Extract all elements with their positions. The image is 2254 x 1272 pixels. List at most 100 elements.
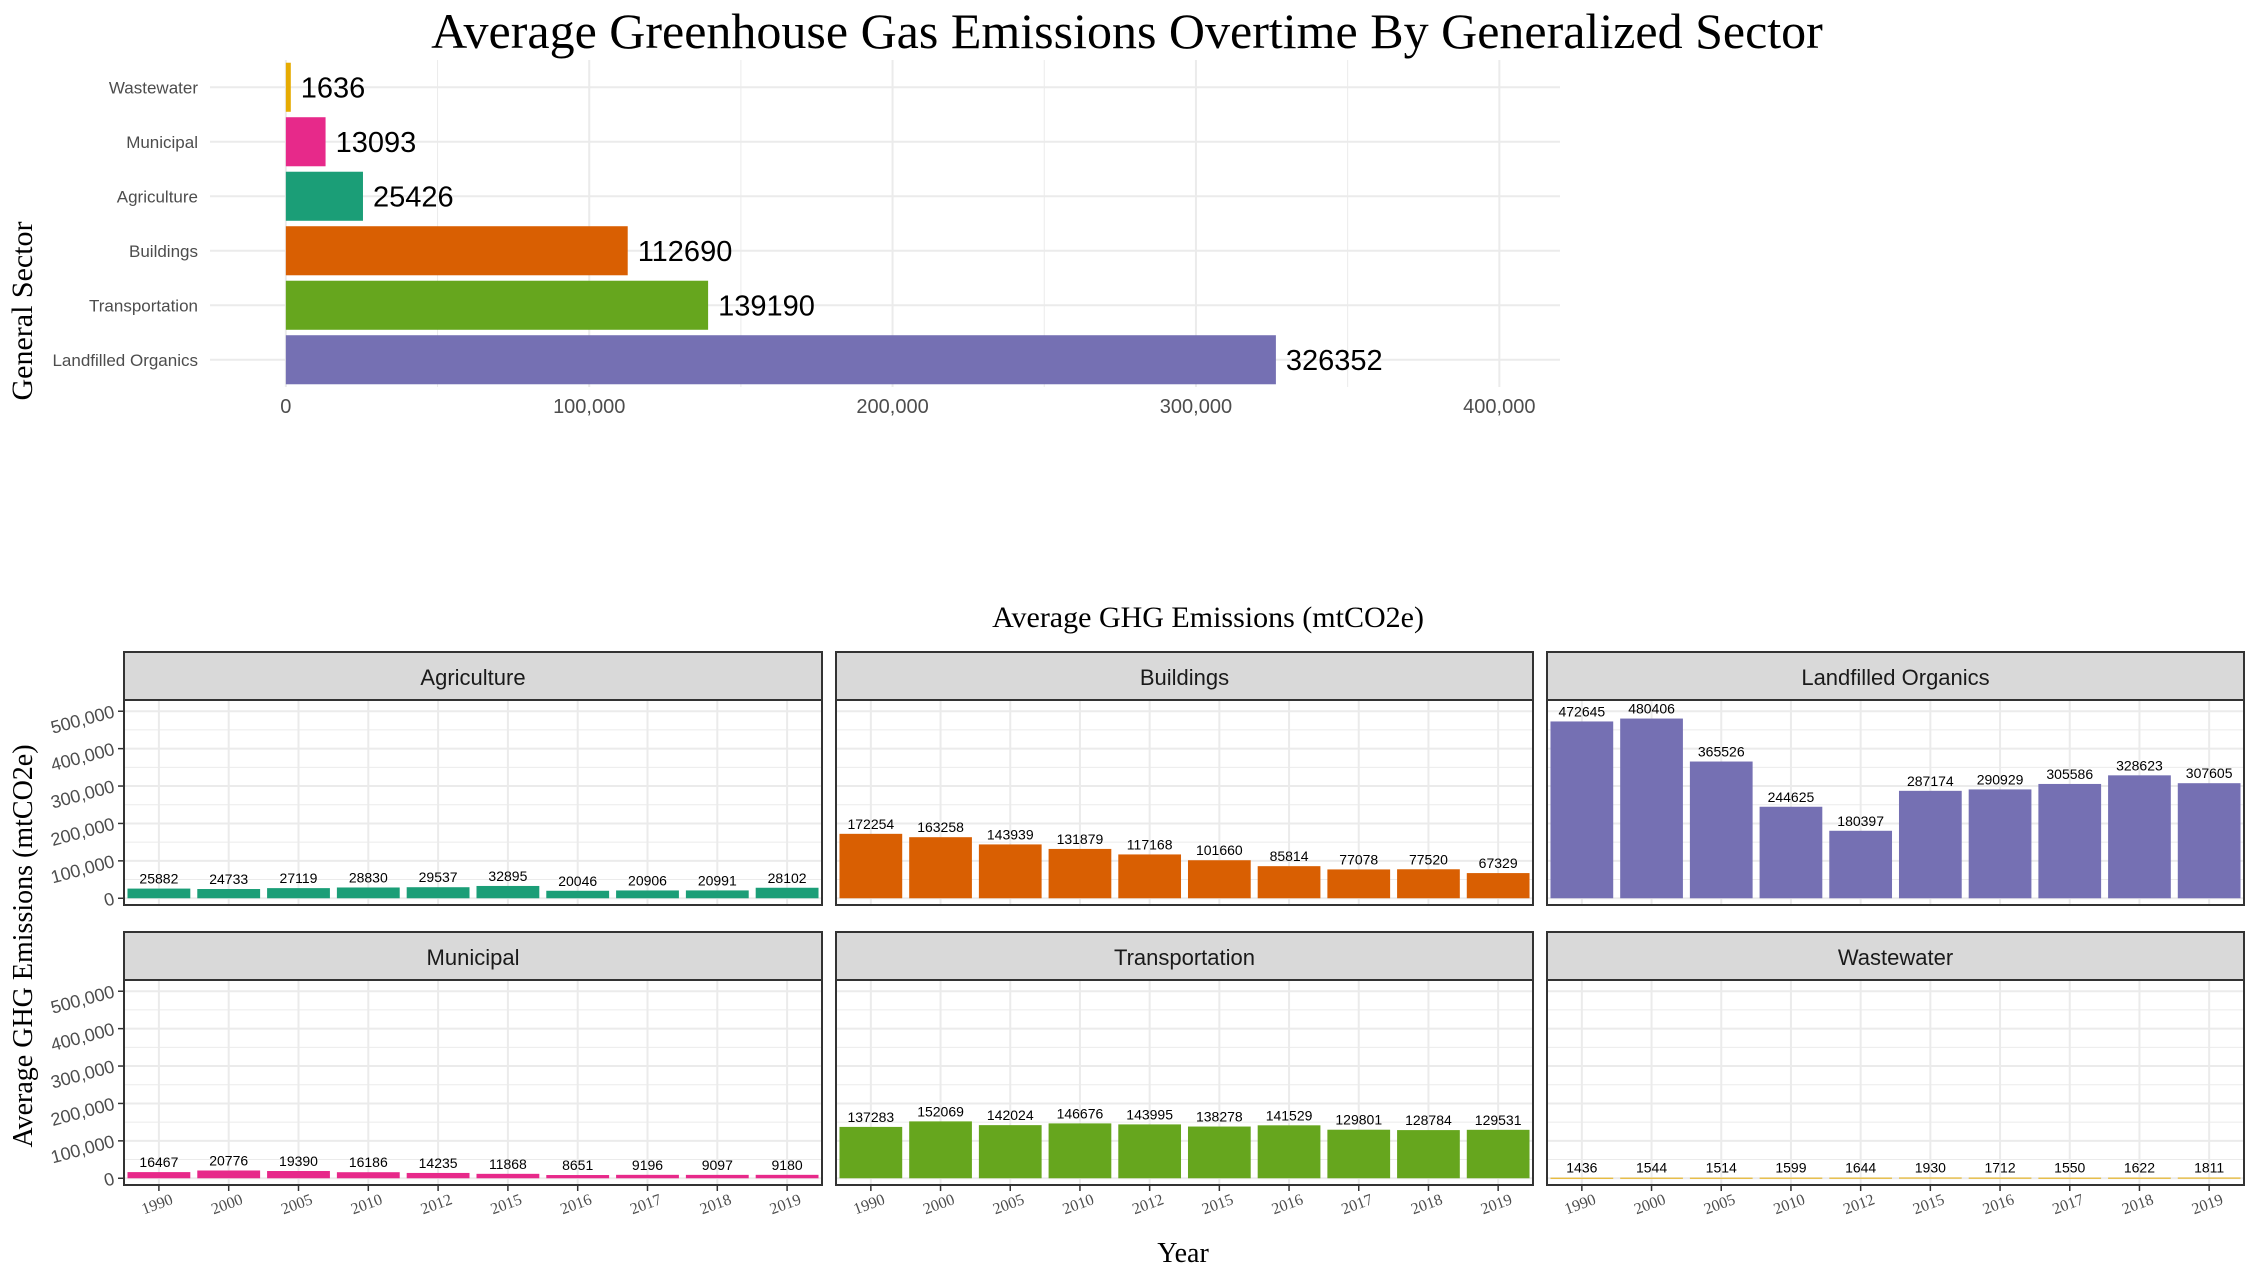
facet-panel-border <box>1546 979 2245 1186</box>
bar-wastewater <box>285 62 291 112</box>
data-label: 1544 <box>1636 1160 1667 1176</box>
bar-landfilled-organics <box>285 335 1276 385</box>
bar-municipal-2019 <box>755 1174 819 1179</box>
facet-panel-border <box>835 979 1534 1186</box>
facet-panel-border <box>1546 699 2245 906</box>
x-tick-label: 2012 <box>419 1191 455 1218</box>
bar-municipal-2017 <box>616 1174 679 1179</box>
data-label-agriculture: 25426 <box>373 181 454 213</box>
bar-transportation-2010 <box>1048 1123 1112 1179</box>
data-label: 28830 <box>349 869 388 885</box>
bar-agriculture-2017 <box>616 890 679 899</box>
data-label: 20906 <box>628 872 667 888</box>
data-label: 128784 <box>1405 1112 1452 1128</box>
x-tick-label: 2000 <box>1632 1191 1668 1218</box>
x-tick-label: 2016 <box>558 1191 594 1218</box>
x-tick-label: 2015 <box>1200 1191 1236 1218</box>
y-tick-label: Transportation <box>89 296 198 315</box>
x-tick-label: 2010 <box>1771 1191 1807 1218</box>
bar-buildings-2005 <box>978 844 1042 899</box>
facet-transportation: Transportation 137283 152069 142024 146676 14… <box>835 931 1534 1218</box>
facet-x-axis-title: Year <box>1157 1238 1209 1269</box>
bar-wastewater-2018 <box>2108 1177 2171 1179</box>
bar-agriculture-2018 <box>685 890 749 899</box>
data-label: 27119 <box>280 870 318 886</box>
y-tick-label: Wastewater <box>109 78 198 97</box>
y-tick-label: Landfilled Organics <box>52 351 198 370</box>
bar-landfilled-organics-2018 <box>2108 775 2171 899</box>
bar-wastewater-2012 <box>1829 1177 1893 1179</box>
facet-panel-border <box>123 699 823 906</box>
bar-agriculture-2019 <box>755 887 819 899</box>
data-label: 20991 <box>698 872 737 888</box>
data-label: 101660 <box>1196 842 1243 858</box>
y-tick-label: 400,000 <box>49 1019 117 1055</box>
bar-municipal-2016 <box>546 1175 610 1179</box>
bar-transportation-2019 <box>1466 1129 1530 1179</box>
facet-strip-label: Agriculture <box>420 665 525 690</box>
facet-strip-label: Landfilled Organics <box>1801 665 1989 690</box>
x-tick-label: 2019 <box>1479 1191 1515 1218</box>
data-label: 141529 <box>1266 1107 1313 1123</box>
x-tick-label: 2016 <box>1270 1191 1306 1218</box>
bar-landfilled-organics-2012 <box>1829 830 1893 899</box>
facet-buildings: Buildings 172254 163258 143939 131879 117168 1… <box>835 651 1534 906</box>
data-label: 472645 <box>1558 703 1605 719</box>
x-tick-label: 2019 <box>2190 1191 2226 1218</box>
bar-transportation-2016 <box>1257 1125 1321 1179</box>
bar-buildings-2000 <box>909 837 972 899</box>
facet-strip <box>123 931 823 981</box>
bar-wastewater-2010 <box>1759 1177 1823 1179</box>
chart-title: Average Greenhouse Gas Emissions Overtim… <box>431 3 1823 59</box>
y-tick-label: 100,000 <box>49 1131 117 1167</box>
x-tick-label: 2018 <box>2120 1191 2156 1218</box>
data-label: 287174 <box>1907 773 1954 789</box>
y-tick-label: 500,000 <box>49 982 117 1018</box>
data-label: 1811 <box>2194 1160 2224 1176</box>
bar-agriculture-2005 <box>267 888 330 899</box>
facet-municipal: Municipal 16467 20776 19390 16186 14235 11868 8… <box>49 931 823 1218</box>
sector-average-bar-chart: 0 100,000 200,000 300,000 400,000 1636 Wastewa… <box>52 60 1560 418</box>
facet-landfilled-organics: Landfilled Organics 472645 480406 365526 244… <box>1546 651 2245 906</box>
bar-transportation-2018 <box>1397 1130 1460 1179</box>
bar-transportation-2012 <box>1118 1124 1182 1179</box>
bar-wastewater-2017 <box>2038 1177 2102 1179</box>
data-label: 152069 <box>917 1103 964 1119</box>
x-tick-label: 0 <box>280 396 291 418</box>
y-tick-label: Municipal <box>126 133 198 152</box>
bar-agriculture-2012 <box>406 887 470 899</box>
x-tick-label: 1990 <box>1562 1191 1598 1218</box>
data-label: 67329 <box>1479 855 1518 871</box>
data-label: 480406 <box>1628 701 1675 717</box>
x-tick-label: 400,000 <box>1463 396 1535 418</box>
data-label: 328623 <box>2116 757 2163 773</box>
bar-agriculture-2010 <box>336 887 400 899</box>
data-label: 20776 <box>209 1152 248 1168</box>
facet-wastewater: Wastewater 1436 1544 1514 1599 1644 1930 1712 15… <box>1546 931 2245 1218</box>
data-label: 16186 <box>349 1154 388 1170</box>
bar-agriculture-2000 <box>197 889 261 899</box>
bar-transportation-2000 <box>909 1121 972 1179</box>
bar-transportation-2017 <box>1327 1129 1391 1179</box>
facet-panel-border <box>835 699 1534 906</box>
data-label: 1514 <box>1706 1160 1737 1176</box>
bar-landfilled-organics-1990 <box>1550 721 1614 899</box>
bar-municipal-2012 <box>406 1172 470 1179</box>
data-label-wastewater: 1636 <box>301 72 366 104</box>
y-tick-label: 400,000 <box>49 739 117 775</box>
data-label: 29537 <box>419 869 458 885</box>
bar-landfilled-organics-2019 <box>2177 783 2241 899</box>
data-label: 16467 <box>139 1154 178 1170</box>
data-label: 172254 <box>847 816 894 832</box>
top-x-axis-title: Average GHG Emissions (mtCO2e) <box>992 601 1424 634</box>
data-label: 1436 <box>1566 1160 1597 1176</box>
data-label: 14235 <box>419 1155 458 1171</box>
data-label: 8651 <box>562 1157 593 1173</box>
x-tick-label: 2019 <box>768 1191 804 1218</box>
bar-landfilled-organics-2015 <box>1898 790 1962 899</box>
bar-agriculture-2015 <box>476 885 540 899</box>
y-tick-label: 300,000 <box>49 1056 117 1092</box>
bar-transportation-1990 <box>839 1126 903 1179</box>
bar-transportation <box>285 280 709 330</box>
